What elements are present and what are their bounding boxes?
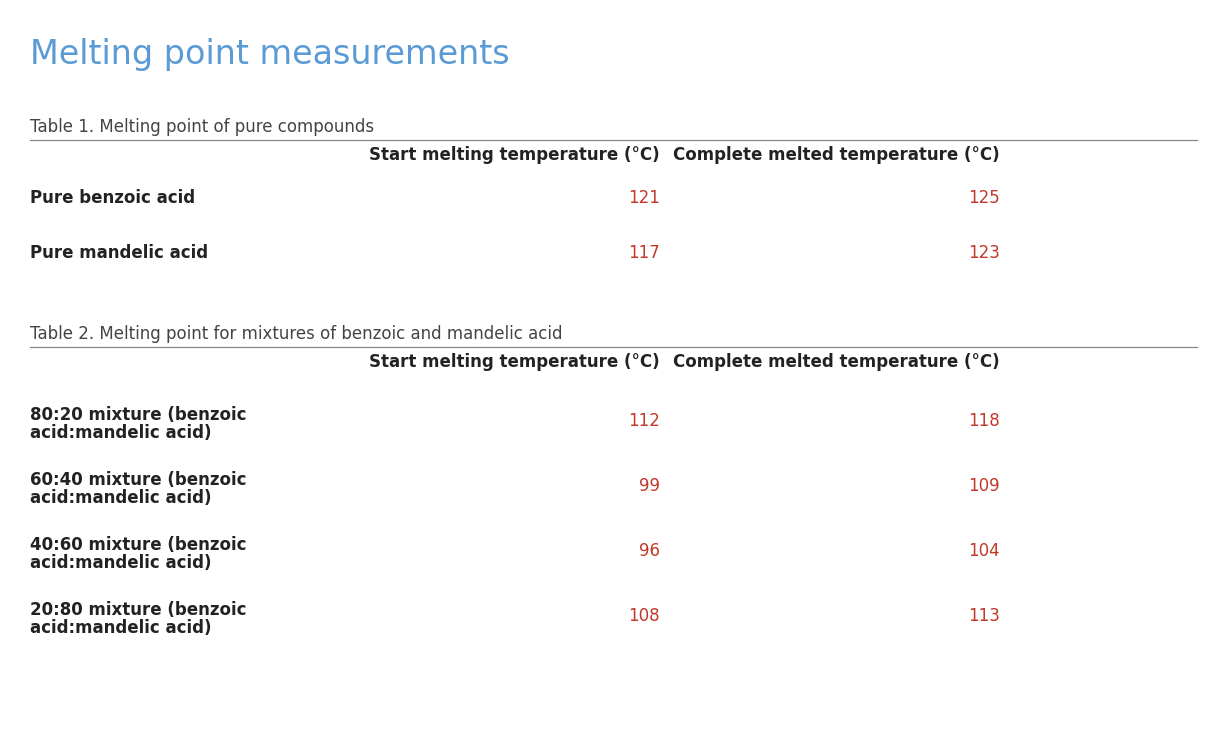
Text: acid:mandelic acid): acid:mandelic acid) — [29, 554, 211, 572]
Text: 96: 96 — [639, 542, 660, 560]
Text: Start melting temperature (°C): Start melting temperature (°C) — [369, 353, 660, 371]
Text: acid:mandelic acid): acid:mandelic acid) — [29, 489, 211, 507]
Text: Table 1. Melting point of pure compounds: Table 1. Melting point of pure compounds — [29, 118, 374, 136]
Text: acid:mandelic acid): acid:mandelic acid) — [29, 424, 211, 442]
Text: 99: 99 — [639, 477, 660, 495]
Text: 108: 108 — [628, 607, 660, 625]
Text: Table 2. Melting point for mixtures of benzoic and mandelic acid: Table 2. Melting point for mixtures of b… — [29, 325, 562, 343]
Text: 121: 121 — [628, 189, 660, 207]
Text: 104: 104 — [968, 542, 1000, 560]
Text: 40:60 mixture (benzoic: 40:60 mixture (benzoic — [29, 536, 247, 554]
Text: Complete melted temperature (°C): Complete melted temperature (°C) — [674, 146, 1000, 164]
Text: 20:80 mixture (benzoic: 20:80 mixture (benzoic — [29, 601, 247, 619]
Text: 125: 125 — [968, 189, 1000, 207]
Text: 60:40 mixture (benzoic: 60:40 mixture (benzoic — [29, 471, 247, 489]
Text: 123: 123 — [968, 244, 1000, 262]
Text: 117: 117 — [628, 244, 660, 262]
Text: acid:mandelic acid): acid:mandelic acid) — [29, 619, 211, 637]
Text: Pure benzoic acid: Pure benzoic acid — [29, 189, 195, 207]
Text: 112: 112 — [628, 412, 660, 430]
Text: Start melting temperature (°C): Start melting temperature (°C) — [369, 146, 660, 164]
Text: 80:20 mixture (benzoic: 80:20 mixture (benzoic — [29, 406, 247, 424]
Text: 118: 118 — [968, 412, 1000, 430]
Text: 109: 109 — [968, 477, 1000, 495]
Text: Melting point measurements: Melting point measurements — [29, 38, 509, 71]
Text: Pure mandelic acid: Pure mandelic acid — [29, 244, 209, 262]
Text: Complete melted temperature (°C): Complete melted temperature (°C) — [674, 353, 1000, 371]
Text: 113: 113 — [968, 607, 1000, 625]
